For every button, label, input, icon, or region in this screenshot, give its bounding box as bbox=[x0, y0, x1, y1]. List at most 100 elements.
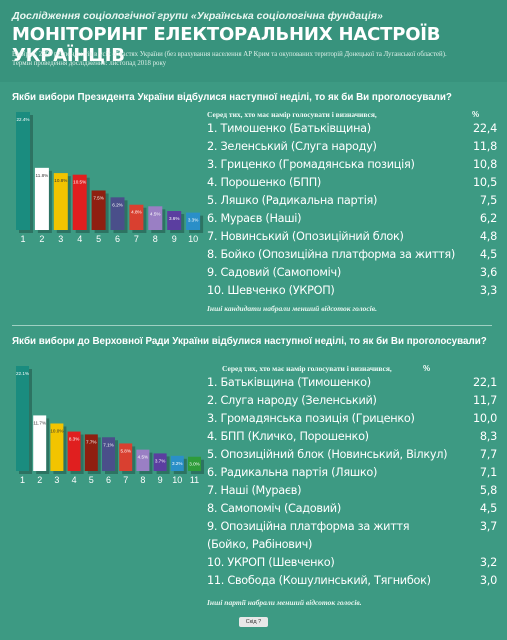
bar-value-label: 8.3% bbox=[69, 437, 79, 442]
list-item-value: 3,2 bbox=[479, 556, 497, 569]
list-item-label: 1. Батьківщина (Тимошенко) bbox=[207, 376, 371, 389]
list-item: 10. УКРОП (Шевченко) 3,2 bbox=[207, 556, 497, 569]
list-item-label: 10. УКРОП (Шевченко) bbox=[207, 556, 335, 569]
list-item: 5. Ляшко (Радикальна партія) 7,5 bbox=[207, 194, 497, 207]
list-item-value: 10,8 bbox=[473, 158, 497, 171]
list-item-label: 9. Опозиційна платформа за життя bbox=[207, 520, 410, 533]
list-item: 7. Новинський (Опозиційний блок) 4,8 bbox=[207, 230, 497, 243]
tick-label: 6 bbox=[106, 475, 111, 485]
note-sample: Вибірка: 2500 респондентів в усіх област… bbox=[12, 51, 447, 58]
list-item-value: 4,8 bbox=[479, 230, 497, 243]
bar bbox=[67, 431, 81, 471]
list-item-value: 7,5 bbox=[479, 194, 497, 207]
tick-label: 1 bbox=[20, 475, 25, 485]
bar bbox=[50, 423, 64, 471]
list-item: (Бойко, Рабінович) bbox=[207, 538, 497, 551]
list-item-value: 11,8 bbox=[473, 140, 497, 153]
list-item-value: 4,5 bbox=[479, 248, 497, 261]
bar-value-label: 7.1% bbox=[103, 442, 113, 447]
list-item: 8. Самопоміч (Садовий) 4,5 bbox=[207, 502, 497, 515]
list-item-label: 5. Опозиційний блок (Новинський, Вілкул) bbox=[207, 448, 448, 461]
section-divider bbox=[12, 325, 492, 326]
page-title: МОНІТОРИНГ ЕЛЕКТОРАЛЬНИХ НАСТРОЇВ УКРАЇН… bbox=[12, 24, 441, 66]
bar bbox=[119, 443, 133, 471]
bar bbox=[129, 204, 144, 230]
list-item: 6. Радикальна партія (Ляшко) 7,1 bbox=[207, 466, 497, 479]
list-item-label: 7. Наші (Мураєв) bbox=[207, 484, 302, 497]
list-item-value: 5,8 bbox=[479, 484, 497, 497]
tick-label: 1 bbox=[20, 234, 25, 244]
bar bbox=[186, 212, 201, 230]
header-band bbox=[0, 0, 507, 82]
bar bbox=[16, 112, 30, 230]
bar bbox=[167, 211, 182, 230]
list-item-label: 3. Гриценко (Громадянська позиція) bbox=[207, 158, 415, 171]
bar bbox=[170, 455, 184, 471]
list-item-label: 2. Зеленський (Слуга народу) bbox=[207, 140, 377, 153]
list-item-value: 4,5 bbox=[479, 502, 497, 515]
list-item: 3. Громадянська позиція (Гриценко) 10,0 bbox=[207, 412, 497, 425]
tick-label: 3 bbox=[58, 234, 63, 244]
tick-label: 2 bbox=[37, 475, 42, 485]
bar-value-label: 3.0% bbox=[189, 462, 199, 467]
bar-value-label: 10.8% bbox=[54, 178, 67, 183]
footer-button[interactable]: Скід ? bbox=[239, 617, 268, 627]
tick-label: 10 bbox=[172, 475, 182, 485]
list-item-label: 2. Слуга народу (Зеленський) bbox=[207, 394, 377, 407]
bar bbox=[33, 415, 47, 471]
list-item-value: 3,6 bbox=[479, 266, 497, 279]
list-item-label: 7. Новинський (Опозиційний блок) bbox=[207, 230, 404, 243]
header-note: Вибірка: 2500 респондентів в усіх област… bbox=[12, 50, 497, 68]
question-president: Якби вибори Президента України відбулися… bbox=[12, 92, 452, 103]
bar bbox=[148, 206, 163, 230]
bar-value-label: 10.5% bbox=[73, 180, 86, 185]
list-item-label: 8. Самопоміч (Садовий) bbox=[207, 502, 341, 515]
bar-value-label: 4.5% bbox=[150, 211, 160, 216]
bar bbox=[91, 190, 106, 230]
footnote-parliament: Інші партії набрали менший відсоток голо… bbox=[207, 598, 362, 607]
bar-value-label: 11.8% bbox=[36, 173, 49, 178]
tick-label: 6 bbox=[115, 234, 120, 244]
list-item-value: 10,0 bbox=[473, 412, 497, 425]
list-item-value: 22,1 bbox=[473, 376, 497, 389]
list-item-label: 4. БПП (Кличко, Порошенко) bbox=[207, 430, 369, 443]
bar bbox=[16, 366, 29, 471]
footnote-president: Інші кандидати набрали менший відсоток г… bbox=[207, 304, 377, 313]
tick-label: 11 bbox=[190, 475, 199, 485]
list-item-value: 7,1 bbox=[479, 466, 497, 479]
bar-value-label: 3.7% bbox=[155, 458, 165, 463]
tick-label: 9 bbox=[158, 475, 163, 485]
bar-value-label: 4.5% bbox=[138, 455, 148, 460]
tick-label: 7 bbox=[123, 475, 128, 485]
bar-value-label: 6.2% bbox=[112, 202, 122, 207]
list-item-value: 10,5 bbox=[473, 176, 497, 189]
list-item: 2. Зеленський (Слуга народу) 11,8 bbox=[207, 140, 497, 153]
list-item-label: 3. Громадянська позиція (Гриценко) bbox=[207, 412, 415, 425]
bar-value-label: 22.4% bbox=[16, 117, 29, 122]
list-item: 1. Батьківщина (Тимошенко) 22,1 bbox=[207, 376, 497, 389]
list-item-value: 22,4 bbox=[473, 122, 497, 135]
bar bbox=[84, 434, 98, 471]
list-item-label: 11. Свобода (Кошулинський, Тягнибок) bbox=[207, 574, 431, 587]
tick-label: 7 bbox=[134, 234, 139, 244]
list-item-label: 4. Порошенко (БПП) bbox=[207, 176, 322, 189]
list-item: 9. Садовий (Самопоміч) 3,6 bbox=[207, 266, 497, 279]
panel-header-president: Серед тих, хто має намір голосувати і ви… bbox=[207, 110, 377, 119]
tick-label: 8 bbox=[153, 234, 158, 244]
list-item: 7. Наші (Мураєв) 5,8 bbox=[207, 484, 497, 497]
bar bbox=[188, 456, 201, 471]
list-item: 3. Гриценко (Громадянська позиція) 10,8 bbox=[207, 158, 497, 171]
bar bbox=[110, 197, 125, 230]
list-item-value: 3,3 bbox=[479, 284, 497, 297]
list-item-label: 1. Тимошенко (Батьківщина) bbox=[207, 122, 371, 135]
list-item: 2. Слуга народу (Зеленський) 11,7 bbox=[207, 394, 497, 407]
bar bbox=[136, 449, 150, 471]
list-item-value: 7,7 bbox=[479, 448, 497, 461]
tick-label: 9 bbox=[172, 234, 177, 244]
list-item: 1. Тимошенко (Батьківщина) 22,4 bbox=[207, 122, 497, 135]
tick-label: 10 bbox=[188, 234, 198, 244]
tick-label: 2 bbox=[39, 234, 44, 244]
list-item-label: 10. Шевченко (УКРОП) bbox=[207, 284, 335, 297]
tick-label: 8 bbox=[140, 475, 145, 485]
